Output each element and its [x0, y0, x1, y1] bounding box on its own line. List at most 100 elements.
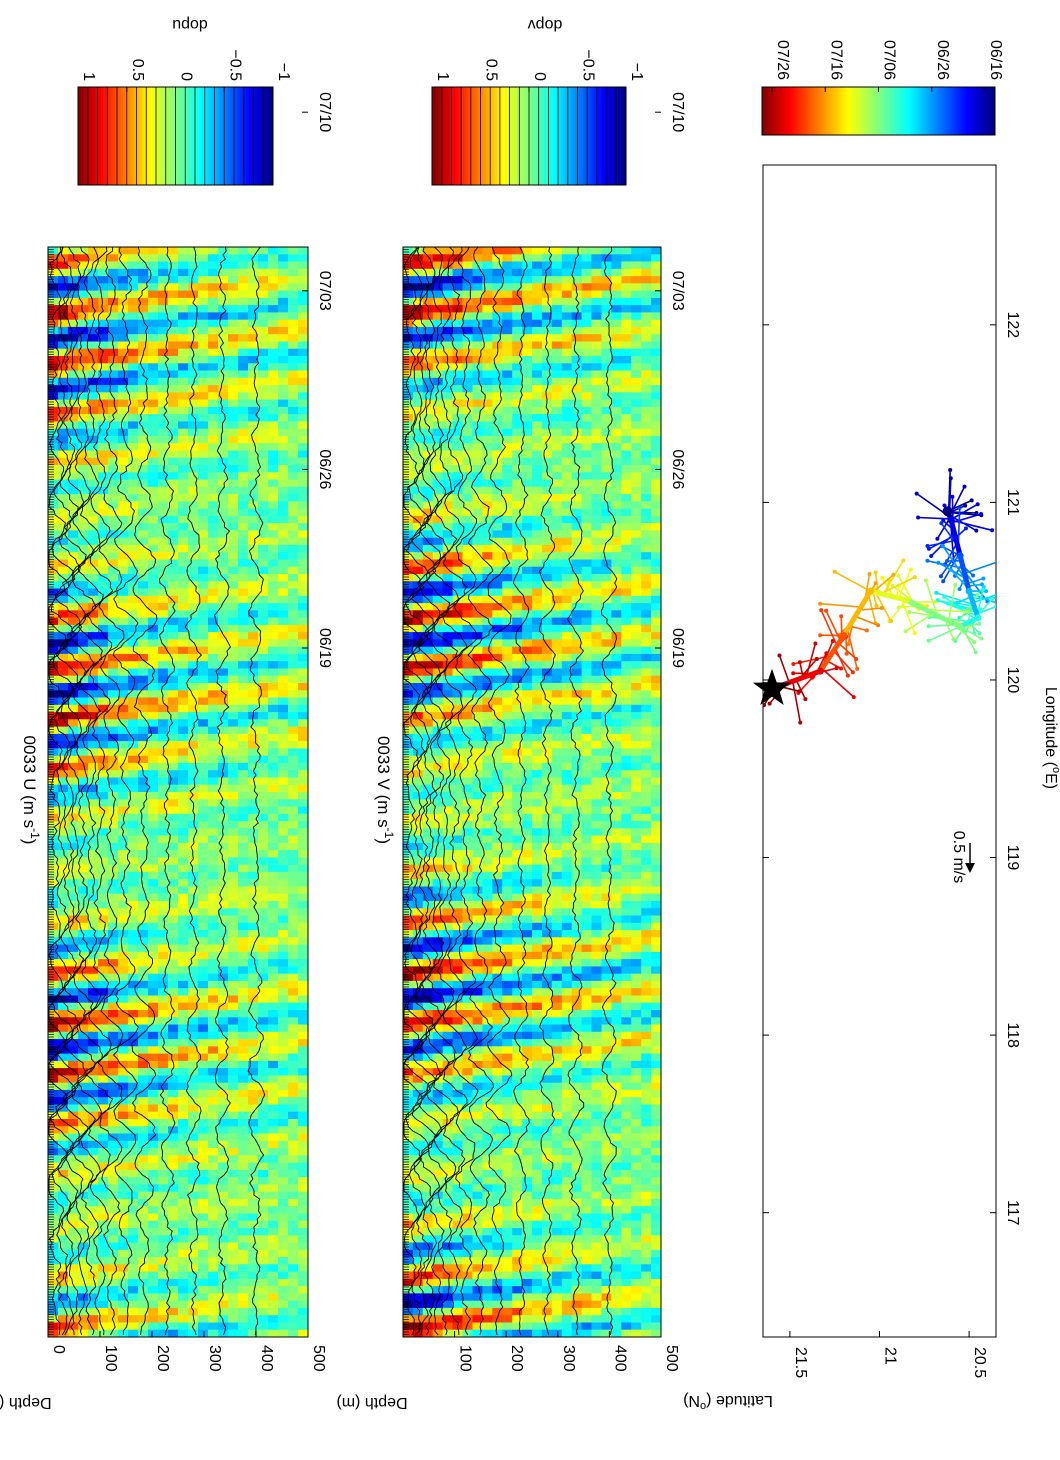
heat-cell — [228, 1060, 239, 1069]
heat-cell — [228, 566, 239, 575]
heat-cell — [208, 726, 219, 735]
heat-cell — [218, 995, 229, 1004]
heat-cell — [128, 893, 139, 902]
heat-cell — [258, 748, 269, 757]
heat-cell — [68, 646, 79, 655]
heat-cell — [158, 683, 169, 691]
heat-cell — [198, 719, 209, 728]
heat-cell — [78, 697, 89, 706]
heat-cell — [188, 712, 199, 720]
heat-cell — [78, 632, 89, 640]
heat-cell — [298, 661, 308, 670]
heat-cell — [278, 1031, 289, 1040]
heat-cell — [462, 283, 473, 292]
heat-cell — [218, 675, 229, 684]
heat-cell — [258, 370, 269, 379]
heat-cell — [48, 1198, 59, 1207]
heat-cell — [168, 450, 179, 459]
heat-cell — [208, 1017, 219, 1026]
heat-cell — [238, 842, 249, 851]
heat-cell — [98, 465, 109, 473]
heat-cell — [48, 276, 59, 284]
heat-cell — [278, 1315, 289, 1324]
heat-cell — [148, 1249, 159, 1258]
heat-cell — [128, 1249, 139, 1258]
heat-cell — [248, 784, 259, 793]
heat-cell — [298, 850, 308, 858]
heat-cell — [288, 1191, 299, 1200]
heat-cell — [98, 406, 109, 415]
heat-cell — [78, 341, 89, 350]
heat-cell — [258, 385, 269, 393]
heat-cell — [551, 254, 563, 263]
heat-cell — [502, 254, 513, 263]
heat-cell — [228, 1002, 239, 1011]
heat-cell — [208, 1213, 219, 1222]
heat-cell — [278, 268, 289, 277]
heat-cell — [128, 980, 139, 989]
heat-cell — [178, 842, 189, 851]
heat-cell — [48, 719, 59, 728]
heat-cell — [218, 1235, 229, 1244]
heat-cell — [472, 414, 483, 422]
heat-cell — [78, 1017, 89, 1026]
heat-cell — [48, 784, 59, 793]
heat-cell — [298, 922, 308, 931]
heat-cell — [188, 777, 199, 786]
heat-cell — [288, 1104, 299, 1113]
heat-cell — [138, 959, 149, 967]
heat-cell — [278, 334, 289, 343]
heat-cell — [258, 661, 269, 670]
heat-cell — [571, 326, 583, 335]
heat-cell — [138, 1010, 149, 1018]
heat-cell — [68, 733, 79, 742]
heat-cell — [248, 1286, 259, 1294]
heat-cell — [268, 886, 279, 895]
heat-cell — [88, 494, 99, 502]
heat-cell — [218, 1068, 229, 1076]
heat-cell — [442, 392, 454, 401]
heat-cell — [278, 646, 289, 655]
heat-cell — [48, 639, 59, 648]
heat-cell — [258, 704, 269, 713]
heat-cell — [288, 1169, 299, 1178]
heat-cell — [158, 450, 169, 459]
heat-cell — [218, 1097, 229, 1106]
heat-cell — [268, 915, 279, 924]
heat-cell — [118, 523, 129, 531]
heat-cell — [138, 668, 149, 677]
heat-cell — [78, 712, 89, 720]
heat-cell — [248, 348, 259, 357]
heat-cell — [58, 508, 69, 517]
heat-cell — [128, 988, 139, 997]
heat-cell — [248, 762, 259, 771]
heat-cell — [278, 283, 289, 292]
heat-cell — [288, 1010, 299, 1018]
heat-cell — [118, 1322, 129, 1331]
heat-cell — [208, 1148, 219, 1156]
heat-cell — [591, 392, 602, 401]
heat-cell — [68, 1271, 79, 1280]
heat-cell — [178, 617, 189, 626]
heat-cell — [118, 283, 129, 292]
heat-cell — [108, 821, 119, 829]
u-axes-frame — [47, 246, 309, 1338]
heat-cell — [118, 901, 129, 909]
heat-cell — [138, 305, 149, 313]
heat-cell — [298, 501, 308, 510]
heat-cell — [422, 356, 434, 364]
heat-cell — [268, 494, 279, 502]
heat-cell — [58, 247, 69, 255]
heat-cell — [148, 704, 159, 713]
heat-cell — [198, 385, 209, 393]
heat-cell — [198, 1198, 209, 1207]
heat-cell — [158, 435, 169, 444]
heat-cell — [128, 1191, 139, 1200]
heat-cell — [198, 1010, 209, 1018]
heat-cell — [48, 341, 59, 350]
heat-cell — [128, 515, 139, 524]
heat-cell — [178, 951, 189, 960]
heat-cell — [238, 261, 249, 270]
heat-cell — [98, 741, 109, 749]
heat-cell — [138, 1198, 149, 1207]
